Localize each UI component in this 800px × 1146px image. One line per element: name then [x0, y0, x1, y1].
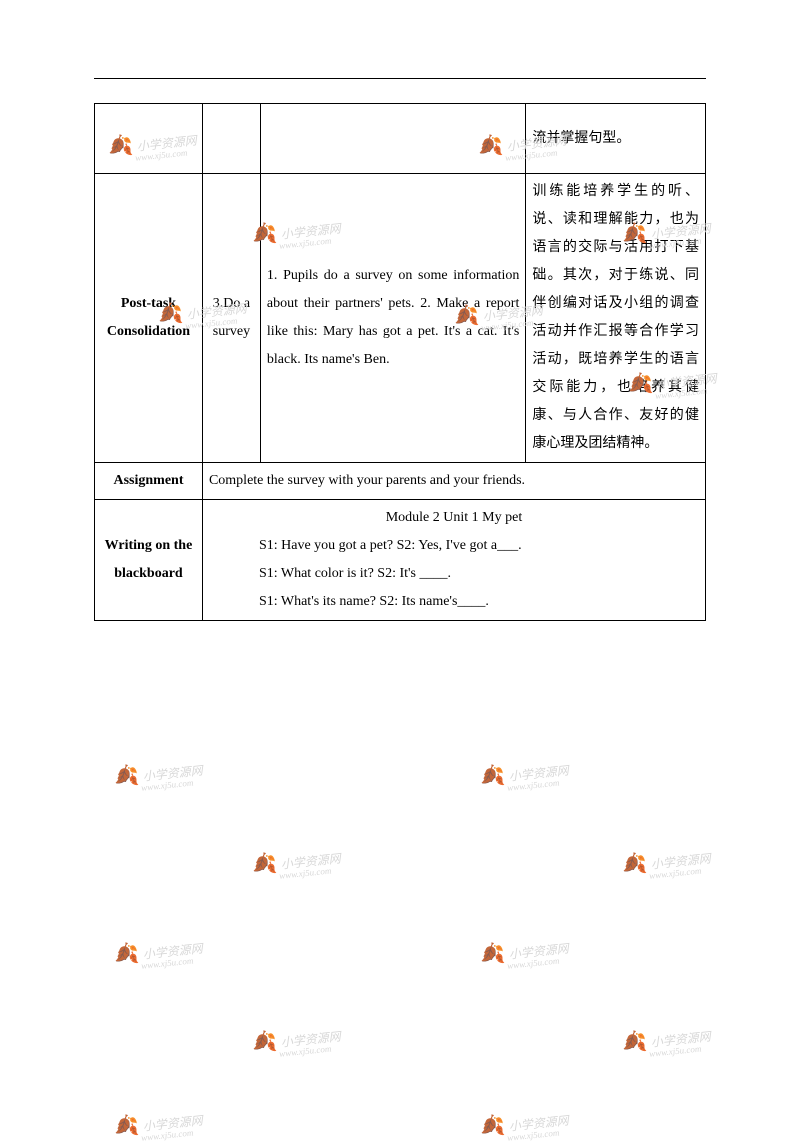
watermark: 🍂小学资源网www.xj5u.com	[621, 843, 713, 883]
cell-stage: Writing on the blackboard	[95, 500, 203, 621]
watermark: 🍂小学资源网www.xj5u.com	[251, 843, 343, 883]
blackboard-lines: S1: Have you got a pet? S2: Yes, I've go…	[209, 532, 699, 616]
blackboard-line: S1: Have you got a pet? S2: Yes, I've go…	[259, 532, 699, 560]
cell-stage	[95, 104, 203, 174]
blackboard-title: Module 2 Unit 1 My pet	[209, 504, 699, 532]
cell-stage: Assignment	[95, 463, 203, 500]
blackboard-line: S1: What's its name? S2: Its name's____.	[259, 588, 699, 616]
top-horizontal-rule	[94, 78, 706, 79]
cell-step	[202, 104, 260, 174]
table-row: Post-task Consolidation 3.Do a survey 1.…	[95, 174, 706, 463]
table-row: Assignment Complete the survey with your…	[95, 463, 706, 500]
lesson-plan-table: 流并掌握句型。 Post-task Consolidation 3.Do a s…	[94, 103, 706, 621]
watermark: 🍂小学资源网www.xj5u.com	[113, 755, 205, 795]
watermark: 🍂小学资源网www.xj5u.com	[479, 755, 571, 795]
blackboard-line: S1: What color is it? S2: It's ____.	[259, 560, 699, 588]
watermark: 🍂小学资源网www.xj5u.com	[251, 1021, 343, 1061]
watermark: 🍂小学资源网www.xj5u.com	[113, 933, 205, 973]
cell-activity	[260, 104, 525, 174]
document-page: 流并掌握句型。 Post-task Consolidation 3.Do a s…	[0, 0, 800, 1132]
cell-purpose: 流并掌握句型。	[526, 104, 706, 174]
watermark: 🍂小学资源网www.xj5u.com	[113, 1105, 205, 1145]
table-row: Writing on the blackboard Module 2 Unit …	[95, 500, 706, 621]
table-row: 流并掌握句型。	[95, 104, 706, 174]
cell-activity: 1. Pupils do a survey on some informatio…	[260, 174, 525, 463]
cell-step: 3.Do a survey	[202, 174, 260, 463]
watermark: 🍂小学资源网www.xj5u.com	[479, 933, 571, 973]
cell-blackboard: Module 2 Unit 1 My pet S1: Have you got …	[202, 500, 705, 621]
cell-assignment: Complete the survey with your parents an…	[202, 463, 705, 500]
watermark: 🍂小学资源网www.xj5u.com	[479, 1105, 571, 1145]
watermark: 🍂小学资源网www.xj5u.com	[621, 1021, 713, 1061]
cell-stage: Post-task Consolidation	[95, 174, 203, 463]
cell-purpose: 训练能培养学生的听、说、读和理解能力，也为语言的交际与活用打下基础。其次，对于练…	[526, 174, 706, 463]
